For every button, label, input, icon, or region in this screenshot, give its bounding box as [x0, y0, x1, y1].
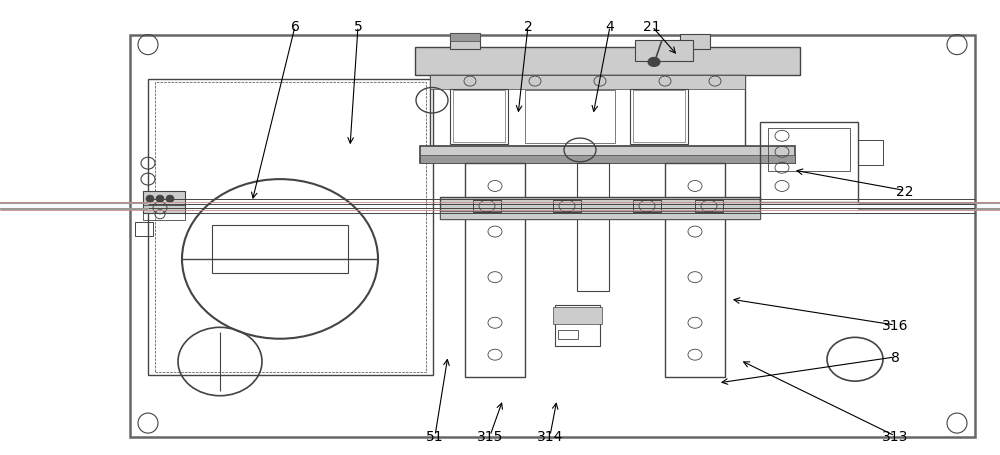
- Bar: [130, 36, 975, 437]
- Bar: [525, 91, 615, 143]
- Bar: [553, 307, 602, 324]
- Bar: [148, 80, 433, 375]
- Bar: [760, 123, 858, 202]
- Text: 5: 5: [354, 20, 362, 34]
- Bar: [680, 35, 710, 50]
- Text: 314: 314: [537, 429, 563, 443]
- Bar: [135, 223, 153, 237]
- Bar: [450, 34, 480, 42]
- Bar: [155, 83, 426, 372]
- Bar: [420, 156, 795, 164]
- Bar: [633, 200, 661, 213]
- Bar: [558, 330, 578, 339]
- Bar: [450, 90, 508, 144]
- Text: 51: 51: [426, 429, 444, 443]
- Text: 313: 313: [882, 429, 908, 443]
- Bar: [768, 128, 850, 172]
- Text: 21: 21: [643, 20, 661, 34]
- Bar: [420, 147, 795, 164]
- Bar: [415, 48, 800, 76]
- Ellipse shape: [648, 58, 660, 67]
- Text: 2: 2: [524, 20, 532, 34]
- Bar: [858, 141, 883, 166]
- Text: 315: 315: [477, 429, 503, 443]
- Bar: [440, 198, 760, 220]
- Ellipse shape: [166, 196, 174, 203]
- Bar: [635, 41, 693, 61]
- Bar: [440, 212, 760, 220]
- Bar: [633, 91, 685, 143]
- Bar: [555, 305, 600, 346]
- Text: 8: 8: [891, 350, 899, 364]
- Bar: [695, 200, 723, 213]
- Text: 316: 316: [882, 318, 908, 332]
- Bar: [430, 76, 745, 90]
- Ellipse shape: [146, 196, 154, 203]
- Bar: [630, 90, 688, 144]
- Bar: [577, 164, 609, 291]
- Bar: [553, 200, 581, 213]
- Text: 4: 4: [606, 20, 614, 34]
- Text: 6: 6: [291, 20, 299, 34]
- Bar: [453, 91, 505, 143]
- Bar: [469, 166, 521, 375]
- Bar: [430, 76, 745, 147]
- Bar: [143, 206, 185, 220]
- Text: 22: 22: [896, 184, 914, 198]
- Bar: [473, 200, 501, 213]
- Ellipse shape: [156, 196, 164, 203]
- Bar: [465, 164, 525, 378]
- Bar: [669, 166, 721, 375]
- Bar: [450, 34, 480, 50]
- Bar: [212, 225, 348, 273]
- Bar: [143, 192, 185, 214]
- Bar: [665, 164, 725, 378]
